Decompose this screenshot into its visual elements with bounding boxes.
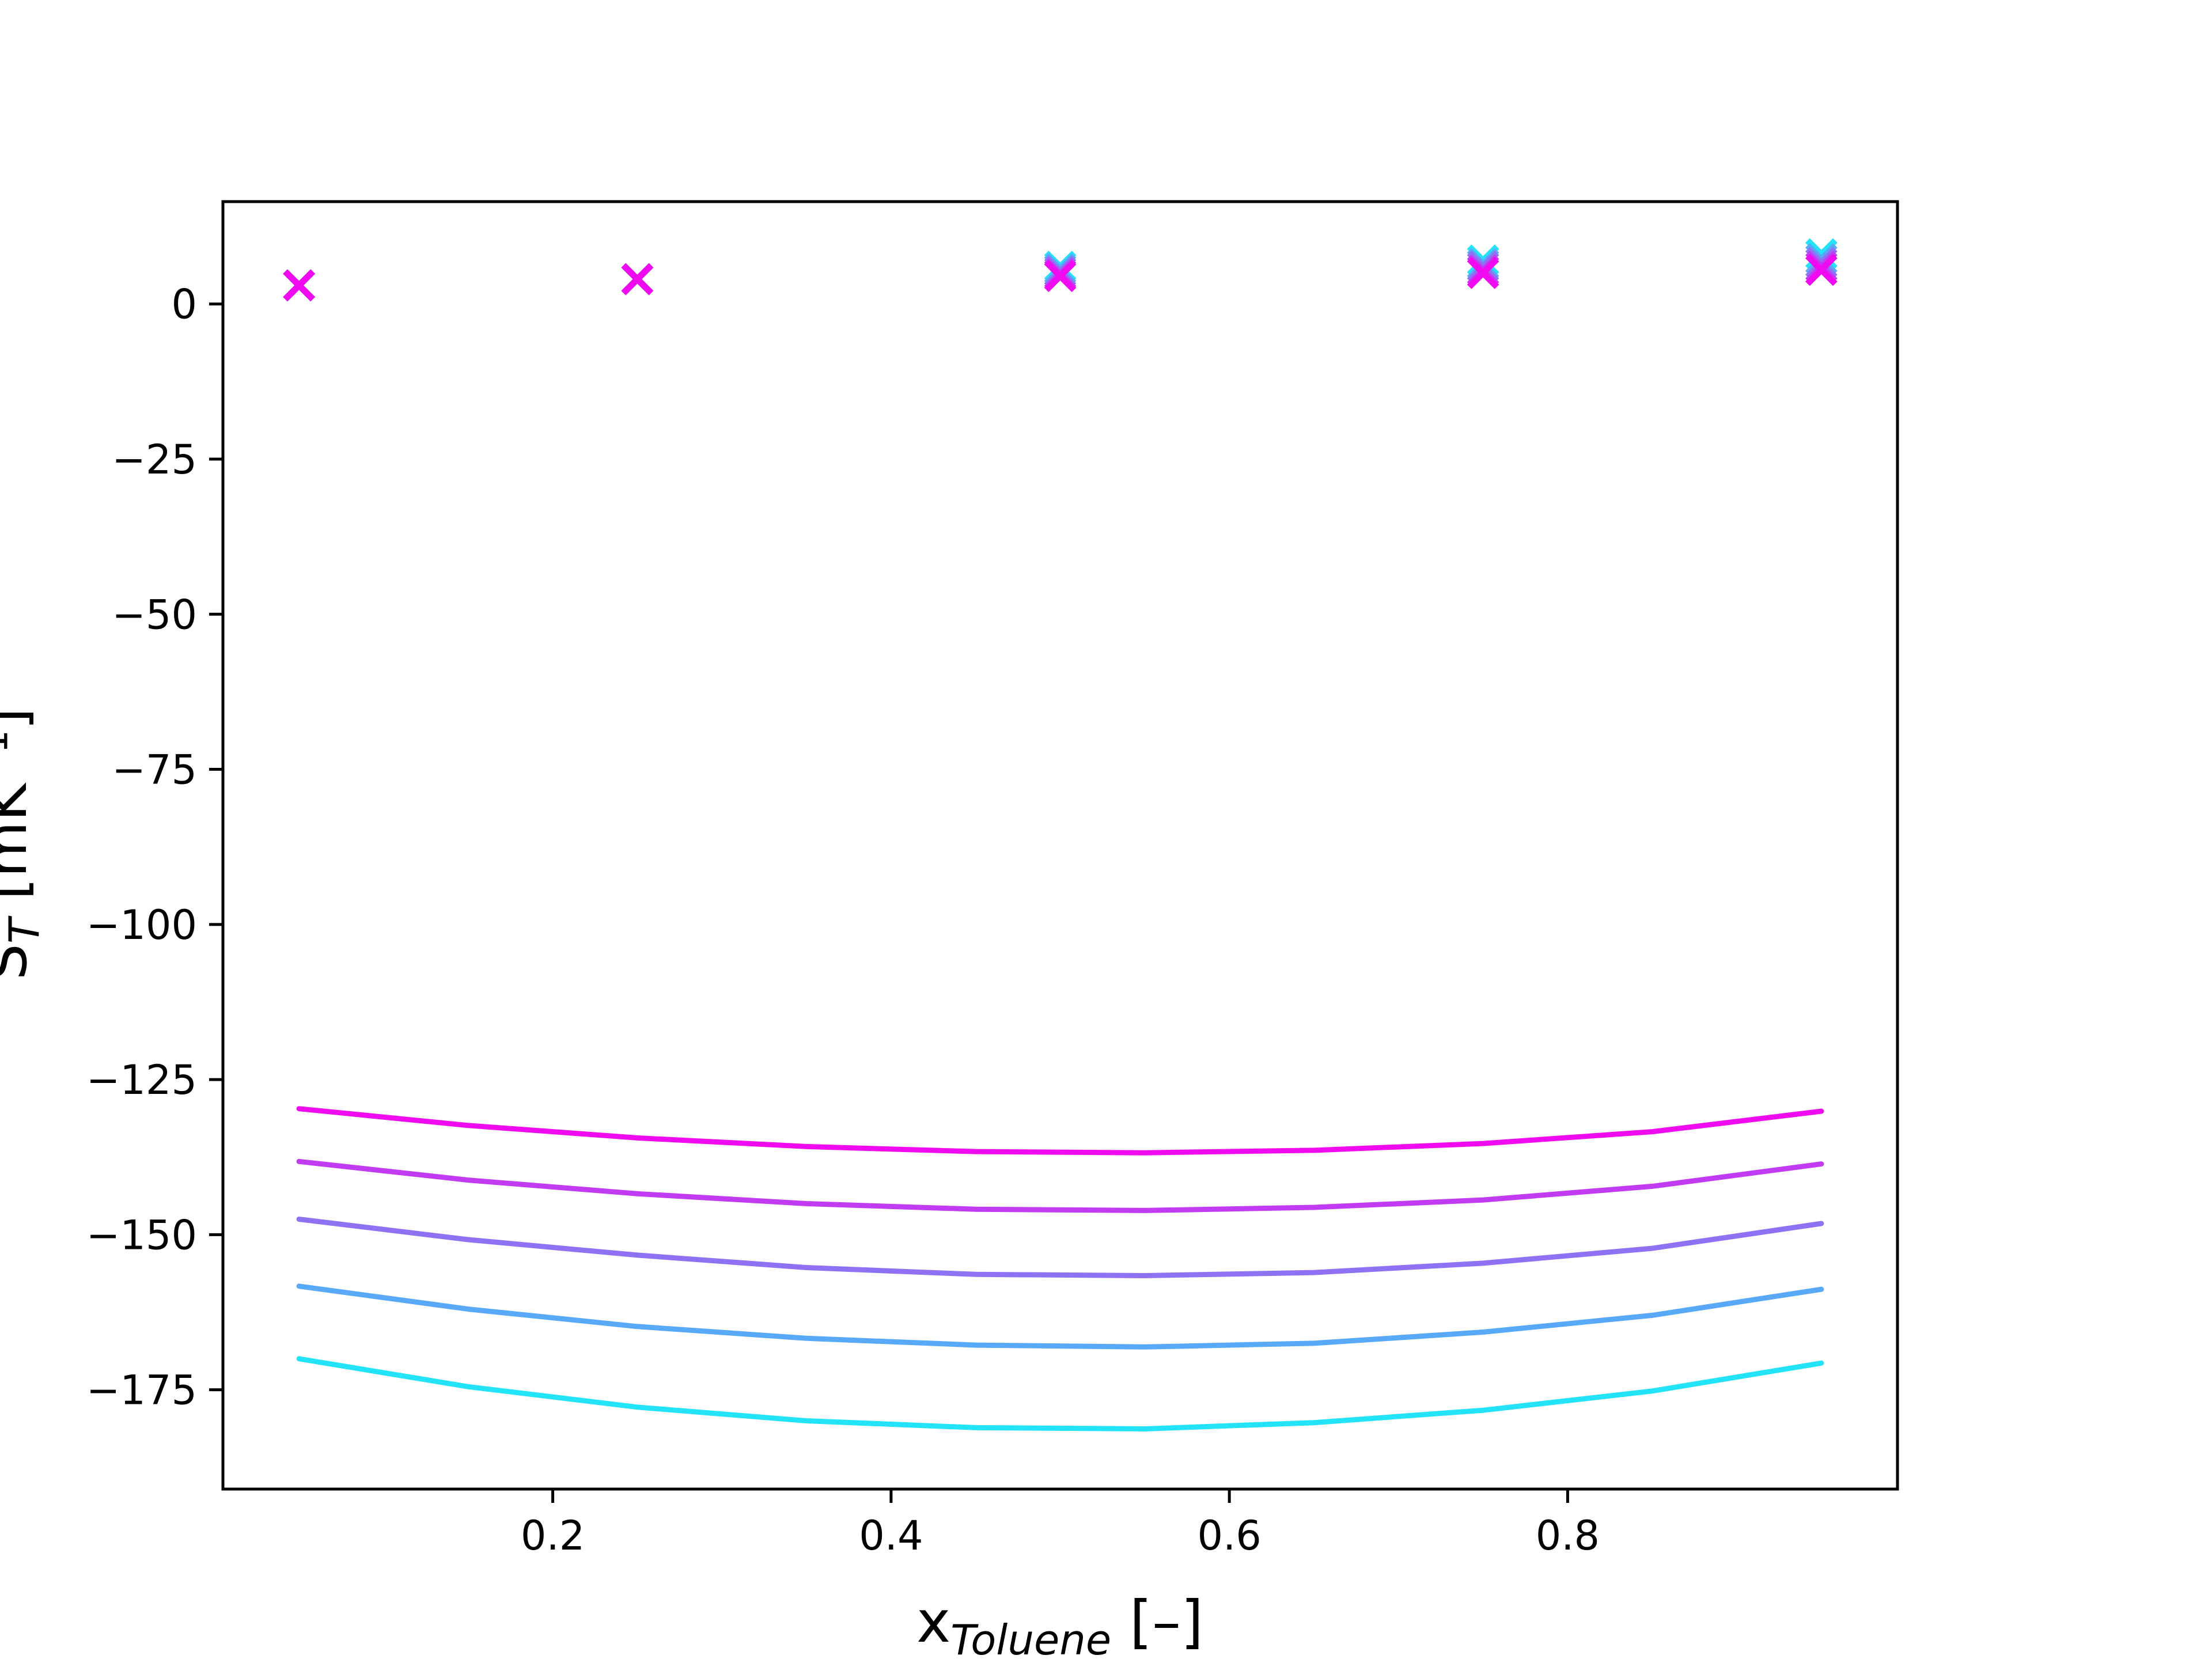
x-tick-label: 0.4 xyxy=(859,1512,923,1559)
x-axis-label: xToluene [–] xyxy=(916,1588,1203,1659)
plot-frame xyxy=(221,200,1899,1491)
x-axis-ticks: 0.2 0.4 0.6 0.8 xyxy=(521,1489,1600,1559)
x-tick-label: 0.2 xyxy=(521,1512,585,1559)
y-tick-label: −50 xyxy=(112,591,197,638)
x-marker-series-5 xyxy=(1805,253,1838,286)
y-tick-label: −75 xyxy=(112,747,197,794)
y-tick-label: −25 xyxy=(112,436,197,483)
x-marker-series-5 xyxy=(1044,260,1077,293)
y-tick-label: −100 xyxy=(86,902,197,949)
y-tick-label: 0 xyxy=(171,281,197,328)
fitted-curves xyxy=(296,1106,1824,1431)
curve-series-1 xyxy=(296,1356,1824,1431)
y-axis-ticks: 0 −25 −50 −75 −100 −125 −150 −175 xyxy=(86,281,223,1414)
y-tick-label: −150 xyxy=(86,1211,197,1259)
x-marker-series-5 xyxy=(621,263,654,296)
x-tick-label: 0.6 xyxy=(1197,1512,1261,1559)
x-marker-series-5 xyxy=(283,269,316,302)
y-axis-label: ST [mK⁻¹] xyxy=(0,707,48,980)
curve-series-2 xyxy=(296,1283,1824,1350)
plot-background xyxy=(223,202,1897,1489)
y-tick-label: −125 xyxy=(86,1056,197,1104)
y-tick-label: −175 xyxy=(86,1367,197,1414)
curve-series-5 xyxy=(296,1106,1824,1156)
x-tick-label: 0.8 xyxy=(1536,1512,1600,1559)
curve-series-4 xyxy=(296,1158,1824,1213)
measured-points xyxy=(283,238,1838,302)
curve-series-3 xyxy=(296,1217,1824,1278)
x-marker-series-5 xyxy=(1467,256,1499,289)
